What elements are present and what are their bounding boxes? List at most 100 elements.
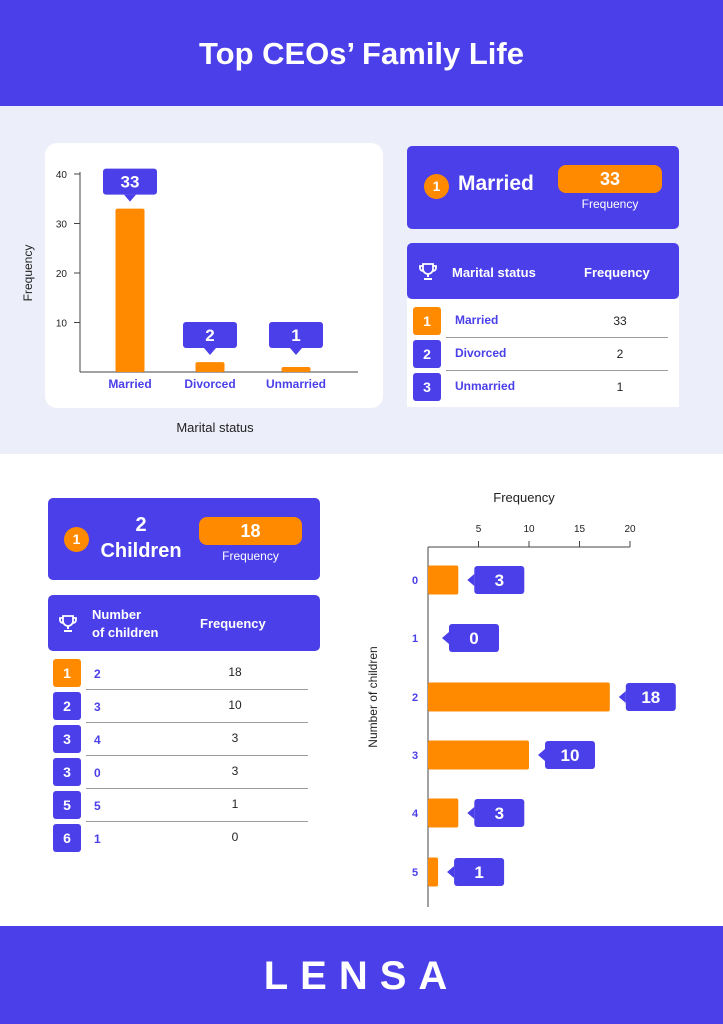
children-row-label: 5 xyxy=(94,799,101,813)
data-label-pointer xyxy=(124,194,136,202)
children-top-value-caption: Frequency xyxy=(222,549,279,563)
marital-row-label: Married xyxy=(455,313,499,327)
bar xyxy=(281,367,311,372)
children-row-label: 2 xyxy=(94,667,101,681)
marital-table-body xyxy=(407,299,679,407)
data-label-bubble xyxy=(454,858,505,886)
x-axis-label: Marital status xyxy=(176,420,254,435)
data-label-pointer xyxy=(538,749,545,761)
children-top-value: 18 xyxy=(199,517,302,545)
marital-row-rank: 2 xyxy=(413,340,441,368)
row-divider xyxy=(86,821,308,822)
data-label-pointer xyxy=(467,807,475,819)
marital-row-label: Divorced xyxy=(455,346,507,360)
children-row-rank: 2 xyxy=(53,692,81,720)
children-row-value: 1 xyxy=(231,797,239,811)
x-axis-label: Frequency xyxy=(493,490,555,505)
data-label-bubble xyxy=(103,168,157,195)
children-row-rank: 1 xyxy=(53,659,81,687)
trophy-icon xyxy=(59,615,77,632)
data-label: 0 xyxy=(469,629,478,648)
marital-row-value: 1 xyxy=(616,380,624,394)
marital-top-value: 33 xyxy=(558,165,662,193)
children-row-label: 4 xyxy=(94,733,101,747)
marital-row-value: 2 xyxy=(616,347,624,361)
x-tick-label: 20 xyxy=(624,524,636,535)
children-col-number-line2: of children xyxy=(92,625,159,640)
y-tick-label: 10 xyxy=(56,319,68,330)
data-label: 3 xyxy=(495,804,504,823)
data-label: 10 xyxy=(561,746,580,765)
y-tick-label: 5 xyxy=(412,867,418,879)
children-row-value: 0 xyxy=(231,830,239,844)
children-row-label: 1 xyxy=(94,832,101,846)
children-row-rank: 3 xyxy=(53,725,81,753)
row-divider xyxy=(86,689,308,690)
data-label-bubble xyxy=(269,322,323,348)
trophy-icon xyxy=(419,263,437,280)
footer-banner xyxy=(0,926,723,1024)
row-divider xyxy=(86,722,308,723)
y-tick-label: 20 xyxy=(56,269,68,280)
children-row-rank: 3 xyxy=(53,758,81,786)
children-row-value: 3 xyxy=(231,764,239,778)
y-axis-label: Number of children xyxy=(366,646,380,747)
children-row-value: 10 xyxy=(228,698,242,712)
data-label-pointer xyxy=(467,574,475,586)
data-label-pointer xyxy=(618,691,626,703)
children-table-header xyxy=(48,595,320,651)
children-row-label: 0 xyxy=(94,766,101,780)
y-tick-label: 40 xyxy=(56,170,68,181)
children-row-value: 18 xyxy=(228,665,242,679)
children-col-number: Number xyxy=(92,607,142,622)
bar xyxy=(428,740,529,770)
data-label: 18 xyxy=(641,688,660,707)
bar xyxy=(195,362,225,372)
row-divider xyxy=(86,788,308,789)
row-divider xyxy=(446,370,668,371)
children-top-label-text: Children xyxy=(100,540,182,562)
y-axis-label: Frequency xyxy=(21,245,35,302)
children-row-rank: 5 xyxy=(53,791,81,819)
children-row-label: 3 xyxy=(94,700,101,714)
data-label-bubble xyxy=(449,624,499,652)
data-label: 3 xyxy=(495,571,504,590)
data-label: 2 xyxy=(205,326,214,345)
marital-row-label: Unmarried xyxy=(455,379,516,393)
data-label-bubble xyxy=(545,741,595,769)
data-label-bubble xyxy=(474,566,525,594)
bar xyxy=(428,798,459,828)
data-label-bubble xyxy=(183,322,237,348)
data-label: 1 xyxy=(474,863,483,882)
data-label-bubble xyxy=(474,799,525,827)
marital-top-label: Married xyxy=(458,172,534,195)
x-tick-label: 5 xyxy=(476,524,482,535)
children-top-label-number: 2 xyxy=(135,514,147,536)
marital-top-value-caption: Frequency xyxy=(581,197,639,211)
header-banner xyxy=(0,0,723,106)
bar xyxy=(115,208,145,372)
row-divider xyxy=(446,337,668,338)
data-label: 1 xyxy=(291,326,300,345)
marital-top-rank: 1 xyxy=(424,174,449,199)
bar xyxy=(428,565,459,595)
marital-row-rank: 3 xyxy=(413,373,441,401)
y-tick-label: 30 xyxy=(56,220,68,231)
x-tick-label: Unmarried xyxy=(266,377,326,391)
marital-table-header xyxy=(407,243,679,299)
children-row-rank: 6 xyxy=(53,824,81,852)
marital-col-frequency: Frequency xyxy=(584,265,650,280)
y-tick-label: 4 xyxy=(412,808,419,820)
x-tick-label: Married xyxy=(108,377,151,391)
y-tick-label: 1 xyxy=(412,633,418,645)
data-label-pointer xyxy=(447,866,455,878)
y-tick-label: 0 xyxy=(412,575,418,587)
data-label-pointer xyxy=(442,632,449,644)
children-col-frequency: Frequency xyxy=(200,616,266,631)
lensa-logo: LENSA xyxy=(263,954,460,998)
children-top-rank: 1 xyxy=(64,527,89,552)
data-label-bubble xyxy=(625,683,676,711)
bar xyxy=(428,857,439,887)
children-row-value: 3 xyxy=(231,731,239,745)
x-tick-label: 10 xyxy=(523,524,535,535)
